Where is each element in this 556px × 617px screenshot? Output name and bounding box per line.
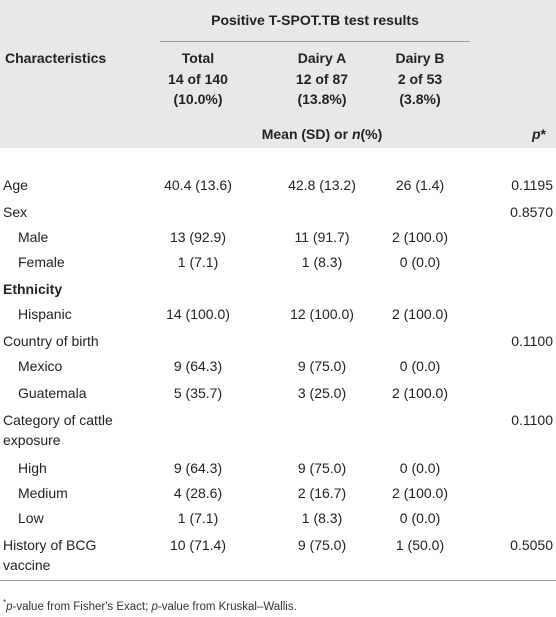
- row-label: Hispanic: [18, 306, 72, 322]
- characteristics-header: Characteristics: [5, 50, 107, 66]
- stat-label-part: (%): [360, 126, 383, 142]
- footnote-part: p: [6, 600, 13, 613]
- bottom-rule: [0, 580, 556, 581]
- row-label: Category of cattle exposure: [3, 412, 113, 448]
- row-label: History of BCG vaccine: [3, 537, 97, 573]
- row-label: Ethnicity: [3, 281, 63, 297]
- cell: 40.4 (13.6): [164, 177, 232, 193]
- cell: 11 (91.7): [294, 229, 350, 245]
- p-value: 0.8570: [510, 204, 553, 220]
- stat-label-part: Mean (SD) or: [261, 126, 352, 142]
- cell: 12 (100.0): [290, 306, 354, 322]
- cell: 9 (75.0): [297, 460, 347, 476]
- column-header: Dairy A: [297, 50, 347, 66]
- cell: 0 (0.0): [399, 460, 441, 476]
- row-label: Age: [3, 177, 28, 193]
- cell: 4 (28.6): [173, 485, 223, 501]
- column-header: Dairy B: [395, 50, 445, 66]
- p-label: p*: [532, 124, 546, 144]
- header-rule: [160, 41, 470, 42]
- p-value: 0.1100: [511, 412, 553, 428]
- cell: 1 (8.3): [301, 510, 343, 526]
- row-label: High: [18, 460, 47, 476]
- row-label: Guatemala: [18, 385, 87, 401]
- row-label: Sex: [3, 204, 28, 220]
- group-title: Positive T-SPOT.TB test results: [211, 12, 419, 28]
- p-value: 0.5050: [510, 537, 553, 553]
- stat-label: Mean (SD) or n(%): [160, 124, 484, 144]
- cell: 9 (64.3): [173, 460, 223, 476]
- footnote: *p-value from Fisher's Exact; p-value fr…: [3, 593, 297, 617]
- cell: 42.8 (13.2): [288, 177, 356, 193]
- column-header: (13.8%): [297, 91, 347, 107]
- column-header: (10.0%): [173, 91, 223, 107]
- stat-label-part: n: [351, 126, 361, 142]
- cell: 2 (100.0): [391, 485, 449, 501]
- row-label: Male: [18, 229, 49, 245]
- cell: 10 (71.4): [169, 537, 227, 553]
- cell: 9 (75.0): [297, 358, 347, 374]
- cell: 13 (92.9): [169, 229, 227, 245]
- column-header: (3.8%): [399, 91, 441, 107]
- p-value: 0.1100: [511, 333, 553, 349]
- cell: 1 (7.1): [177, 510, 219, 526]
- column-header: Total: [181, 50, 215, 66]
- cell: 9 (64.3): [173, 358, 223, 374]
- column-header: 2 of 53: [397, 70, 443, 87]
- cell: 1 (50.0): [395, 537, 445, 553]
- p-label-part: *: [540, 126, 546, 142]
- cell: 3 (25.0): [297, 385, 347, 401]
- p-value: 0.1195: [511, 177, 553, 193]
- row-label: Female: [18, 254, 65, 270]
- cell: 2 (100.0): [391, 306, 449, 322]
- cell: 2 (100.0): [391, 229, 449, 245]
- column-header: 14 of 140: [168, 70, 228, 87]
- cell: 14 (100.0): [166, 306, 230, 322]
- cell: 2 (16.7): [297, 485, 347, 501]
- cell: 5 (35.7): [173, 385, 223, 401]
- cell: 1 (7.1): [177, 254, 219, 270]
- cell: 0 (0.0): [399, 254, 441, 270]
- cell: 0 (0.0): [399, 358, 441, 374]
- footnote-part: *: [3, 598, 7, 607]
- p-label-part: p: [531, 126, 541, 142]
- footnote-part: -value from Kruskal–Wallis.: [157, 600, 297, 613]
- cell: 26 (1.4): [395, 177, 445, 193]
- column-header: 12 of 87: [295, 70, 349, 87]
- row-label: Mexico: [18, 358, 63, 374]
- row-label: Country of birth: [3, 333, 99, 349]
- cell: 0 (0.0): [399, 510, 441, 526]
- cell: 9 (75.0): [297, 537, 347, 553]
- cell: 1 (8.3): [301, 254, 343, 270]
- cell: 2 (100.0): [391, 385, 449, 401]
- header-background: [0, 0, 556, 148]
- footnote-part: p: [151, 600, 158, 613]
- footnote-part: -value from Fisher's Exact;: [12, 600, 152, 613]
- row-label: Low: [18, 510, 44, 526]
- row-label: Medium: [18, 485, 68, 501]
